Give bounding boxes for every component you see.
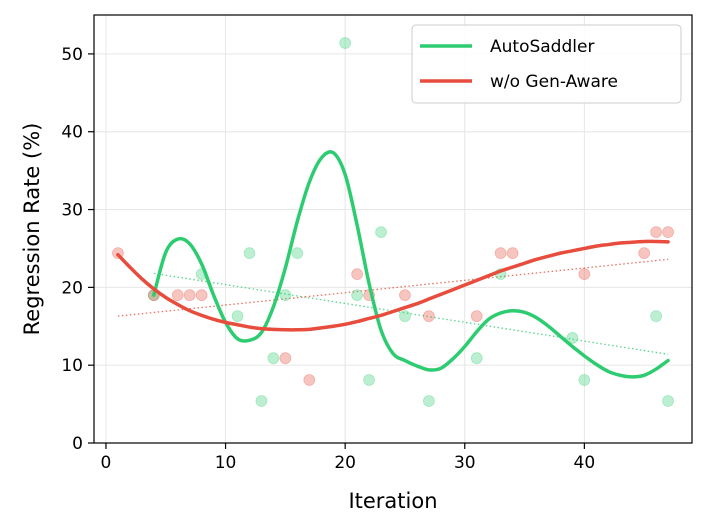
x-tick-label: 0 (101, 453, 112, 473)
scatter-point-wo-gen-aware (638, 247, 651, 260)
trend-line-wo-gen-aware (117, 258, 669, 317)
scatter-point-wo-gen-aware (662, 226, 674, 239)
scatter-point-wo-gen-aware (183, 289, 196, 302)
scatter-point-wo-gen-aware (399, 289, 411, 302)
scatter-point-autosaddler (267, 352, 280, 365)
legend-label-autosaddler: AutoSaddler (490, 37, 594, 57)
scatter-point-wo-gen-aware (506, 247, 519, 260)
scatter-point-wo-gen-aware (279, 352, 292, 365)
axes: 0 10 20 30 40 0 10 20 30 40 50 (61, 45, 595, 473)
x-tick-label: 30 (454, 453, 476, 473)
scatter-point-wo-gen-aware (171, 289, 184, 302)
x-tick-label: 40 (574, 453, 596, 473)
scatter-point-autosaddler (470, 352, 483, 365)
plot-frame (93, 14, 693, 444)
smooth-curve-autosaddler (152, 150, 670, 379)
scatter-point-wo-gen-aware (422, 310, 435, 323)
trend-line-autosaddler (153, 272, 669, 355)
scatter-point-autosaddler (375, 226, 387, 239)
scatter-point-autosaddler (422, 395, 435, 407)
x-tick-label: 10 (215, 453, 237, 473)
legend-box (411, 24, 682, 104)
scatter-point-autosaddler (566, 332, 579, 344)
scatter-point-autosaddler (231, 310, 244, 323)
trend-lines (117, 258, 669, 355)
y-tick-label: 30 (61, 201, 83, 221)
scatter-point-autosaddler (363, 374, 375, 386)
scatter-point-wo-gen-aware (494, 247, 507, 260)
scatter-point-wo-gen-aware (650, 226, 663, 239)
scatter-point-autosaddler (279, 289, 292, 302)
y-tick-label: 20 (61, 278, 83, 298)
y-tick-label: 0 (72, 434, 83, 454)
y-axis-title: Regression Rate (%) (20, 123, 44, 336)
scatter-point-autosaddler (399, 310, 411, 323)
x-tick-label: 20 (334, 453, 356, 473)
scatter-point-autosaddler (351, 289, 364, 302)
smooth-curves (116, 150, 670, 379)
scatter-point-autosaddler (339, 37, 352, 49)
y-tick-label: 40 (61, 123, 83, 143)
legend: AutoSaddler w/o Gen-Aware (411, 24, 682, 104)
y-tick-label: 10 (61, 356, 83, 376)
scatter-point-wo-gen-aware (578, 268, 591, 281)
scatter-point-autosaddler (662, 395, 674, 407)
x-axis-title: Iteration (348, 489, 437, 513)
scatter-point-wo-gen-aware (351, 268, 364, 281)
scatter-point-autosaddler (243, 247, 256, 260)
scatter-point-wo-gen-aware (195, 289, 208, 302)
scatter-point-autosaddler (255, 395, 268, 407)
scatter-point-autosaddler (650, 310, 663, 323)
scatter-point-autosaddler (291, 247, 304, 260)
scatter-point-wo-gen-aware (470, 310, 483, 323)
y-tick-label: 50 (61, 45, 83, 65)
scatter-point-wo-gen-aware (303, 374, 316, 386)
scatter-point-autosaddler (578, 374, 591, 386)
legend-label-wo-gen-aware: w/o Gen-Aware (490, 72, 618, 92)
smooth-curve-wo-gen-aware (116, 239, 670, 332)
